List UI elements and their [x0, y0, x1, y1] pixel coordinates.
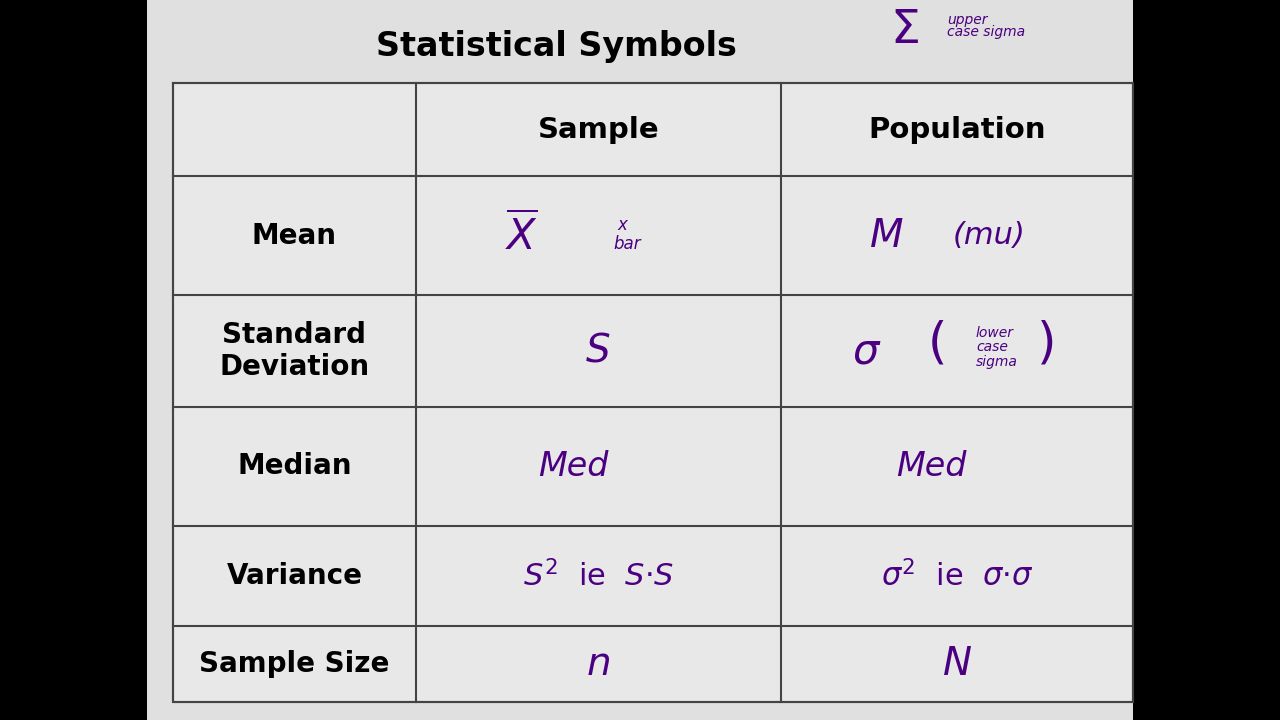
- Text: Med: Med: [896, 450, 966, 482]
- Text: Mean: Mean: [252, 222, 337, 250]
- Text: $\sigma$: $\sigma$: [852, 330, 882, 372]
- Text: upper: upper: [947, 13, 988, 27]
- Text: $\overline{X}$: $\overline{X}$: [506, 213, 538, 258]
- Text: Standard
Deviation: Standard Deviation: [219, 321, 370, 381]
- Bar: [147, 0, 1133, 720]
- Text: $\Sigma$: $\Sigma$: [890, 8, 919, 53]
- Text: sigma: sigma: [977, 355, 1018, 369]
- Text: bar: bar: [614, 235, 641, 253]
- Text: $\mathit{n}$: $\mathit{n}$: [586, 645, 611, 683]
- Text: Sample: Sample: [538, 116, 659, 143]
- Text: Variance: Variance: [227, 562, 362, 590]
- Text: $\mathit{S}^2$  ie  $\mathit{S}{\cdot}\mathit{S}$: $\mathit{S}^2$ ie $\mathit{S}{\cdot}\mat…: [522, 559, 675, 593]
- Text: lower: lower: [977, 326, 1014, 340]
- Text: (: (: [928, 320, 947, 368]
- Text: Median: Median: [237, 452, 352, 480]
- Text: $\mathit{N}$: $\mathit{N}$: [942, 645, 972, 683]
- Text: x: x: [618, 216, 627, 234]
- Text: S: S: [586, 332, 611, 370]
- Text: (mu): (mu): [952, 221, 1025, 251]
- Text: case: case: [977, 341, 1007, 354]
- Bar: [173, 83, 1133, 702]
- Text: Statistical Symbols: Statistical Symbols: [376, 30, 737, 63]
- Text: Sample Size: Sample Size: [200, 650, 389, 678]
- Text: case sigma: case sigma: [947, 25, 1025, 40]
- Text: Population: Population: [868, 116, 1046, 143]
- Text: $\sigma^2$  ie  $\sigma{\cdot}\sigma$: $\sigma^2$ ie $\sigma{\cdot}\sigma$: [881, 559, 1033, 593]
- Text: $\mathit{M}$: $\mathit{M}$: [869, 217, 904, 255]
- Text: ): ): [1037, 320, 1056, 368]
- Text: Med: Med: [538, 450, 608, 482]
